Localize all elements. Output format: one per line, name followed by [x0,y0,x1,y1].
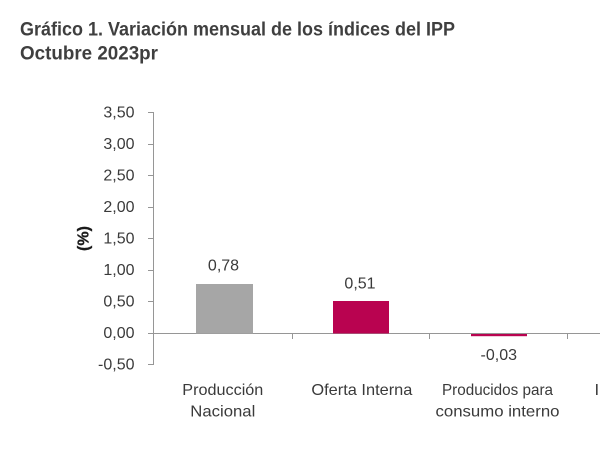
svg-text:1,50: 1,50 [103,231,134,248]
svg-text:3,50: 3,50 [103,105,134,122]
svg-text:3,00: 3,00 [103,136,134,153]
svg-text:2,00: 2,00 [103,199,134,216]
svg-text:-0,50: -0,50 [98,357,135,374]
svg-text:-0,03: -0,03 [481,347,518,364]
svg-text:Importados: Importados [595,382,600,399]
svg-text:(%): (%) [76,226,93,251]
svg-text:0,00: 0,00 [103,325,134,342]
svg-text:0,51: 0,51 [344,275,375,292]
svg-text:0,50: 0,50 [103,294,134,311]
svg-text:Producción: Producción [182,382,263,399]
svg-text:consumo interno: consumo interno [436,403,560,420]
svg-text:0,78: 0,78 [208,258,239,275]
svg-text:Oferta Interna: Oferta Interna [311,382,412,399]
svg-text:Gráfico 1. Variación mensual d: Gráfico 1. Variación mensual de los índi… [20,20,455,41]
svg-text:2,50: 2,50 [103,168,134,185]
svg-text:Nacional: Nacional [190,403,255,420]
svg-text:Octubre 2023pr: Octubre 2023pr [20,43,159,64]
svg-text:Producidos para: Producidos para [442,382,553,399]
svg-text:1,00: 1,00 [103,262,134,279]
